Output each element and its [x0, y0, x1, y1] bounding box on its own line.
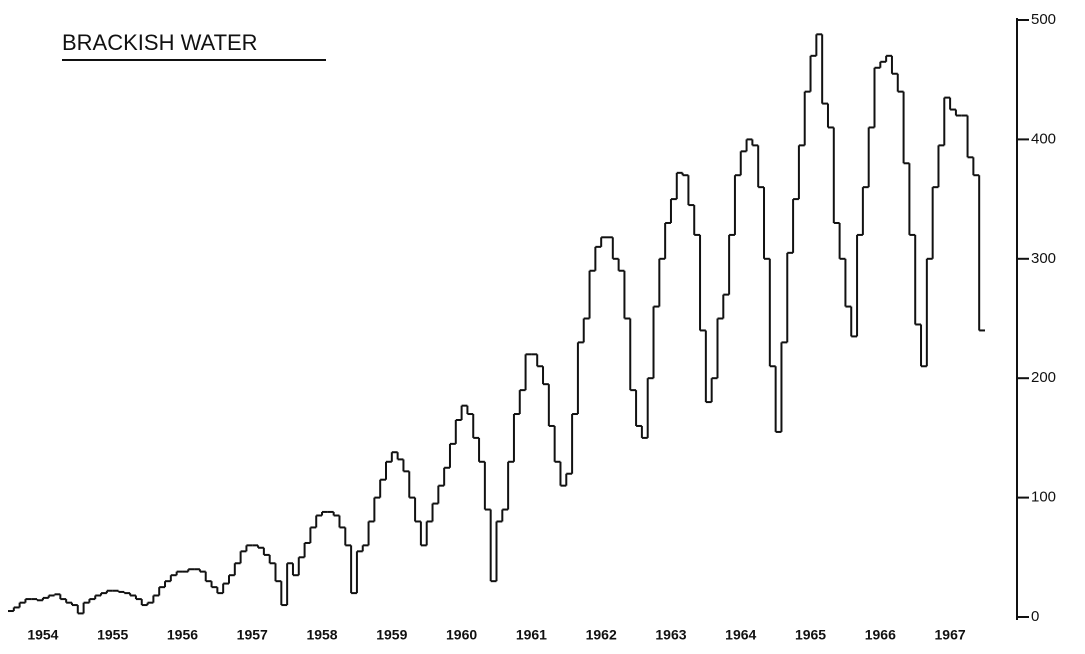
y-tick-label: 100: [1031, 489, 1056, 506]
y-tick-label: 500: [1031, 11, 1056, 28]
x-tick-label: 1959: [376, 627, 407, 643]
x-tick-label: 1957: [237, 627, 268, 643]
chart-title: BRACKISH WATER: [62, 30, 258, 55]
y-tick-label: 0: [1031, 608, 1039, 625]
x-tick-label: 1955: [97, 627, 128, 643]
x-tick-label: 1966: [865, 627, 896, 643]
x-tick-label: 1956: [167, 627, 198, 643]
x-tick-label: 1964: [725, 627, 756, 643]
y-tick-label: 200: [1031, 369, 1056, 386]
x-tick-label: 1958: [306, 627, 337, 643]
x-tick-label: 1954: [27, 627, 58, 643]
x-tick-label: 1963: [655, 627, 686, 643]
x-tick-label: 1965: [795, 627, 826, 643]
y-tick-label: 400: [1031, 130, 1056, 147]
x-tick-label: 1967: [935, 627, 966, 643]
x-tick-label: 1960: [446, 627, 477, 643]
x-tick-label: 1962: [586, 627, 617, 643]
x-tick-label: 1961: [516, 627, 547, 643]
y-tick-label: 300: [1031, 250, 1056, 267]
